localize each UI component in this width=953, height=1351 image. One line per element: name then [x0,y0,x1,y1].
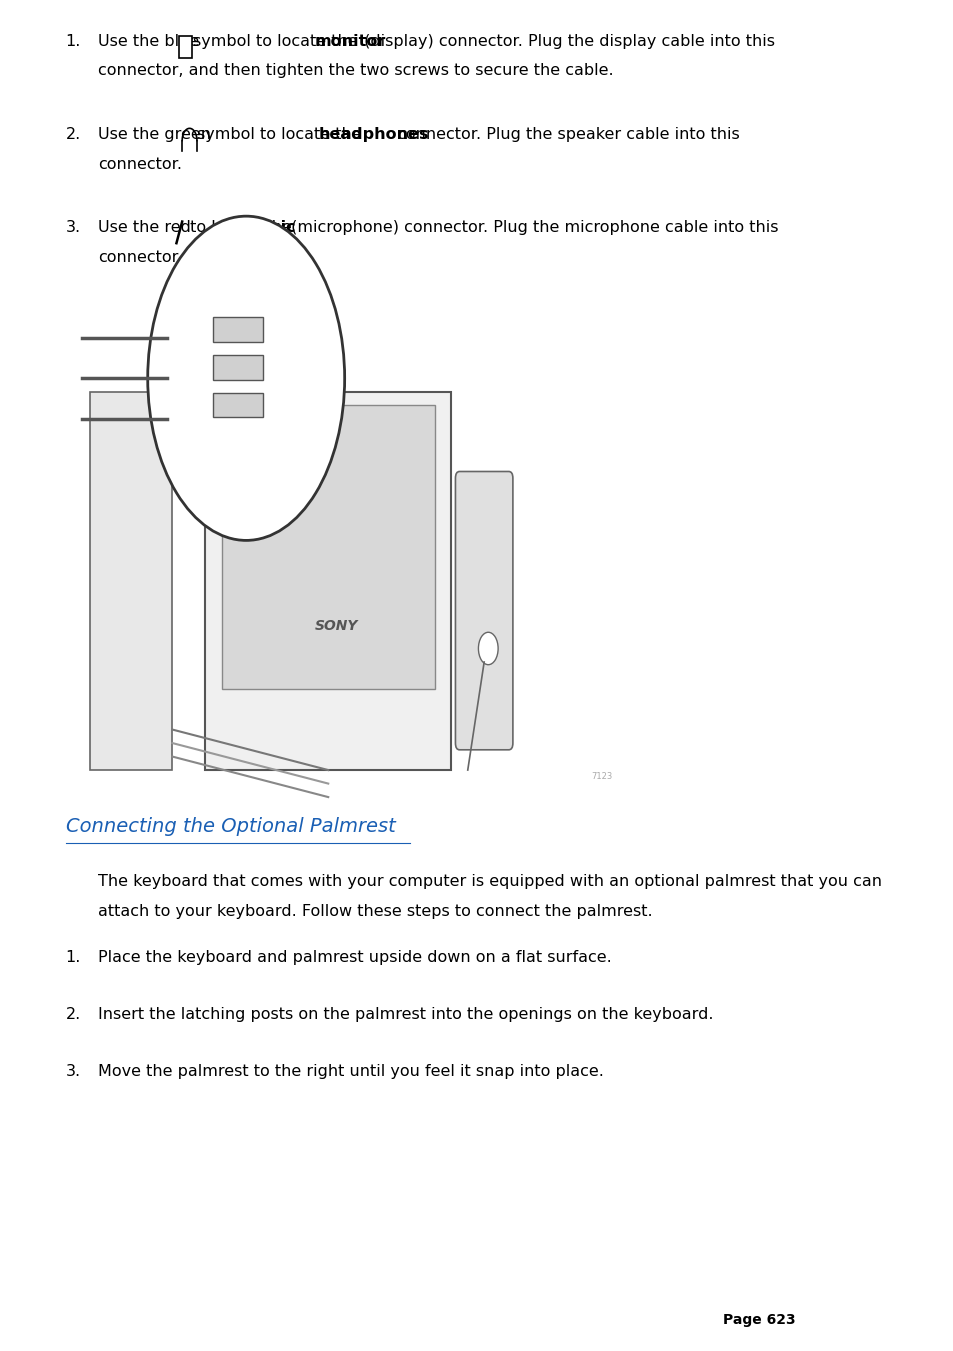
Text: SONY: SONY [314,619,357,634]
Text: mic: mic [265,220,296,235]
FancyBboxPatch shape [455,471,513,750]
Text: 2.: 2. [66,1008,81,1023]
Text: Use the red: Use the red [98,220,196,235]
Text: Connecting the Optional Palmrest: Connecting the Optional Palmrest [66,817,395,836]
Text: Move the palmrest to the right until you feel it snap into place.: Move the palmrest to the right until you… [98,1065,603,1079]
FancyBboxPatch shape [213,355,262,380]
Text: symbol to locate the: symbol to locate the [193,34,362,49]
Circle shape [477,632,497,665]
Text: Page 623: Page 623 [722,1313,795,1327]
Text: (microphone) connector. Plug the microphone cable into this: (microphone) connector. Plug the microph… [286,220,778,235]
Text: headphones: headphones [318,127,429,142]
Circle shape [148,216,344,540]
FancyBboxPatch shape [213,393,262,417]
FancyBboxPatch shape [213,317,262,342]
Text: The keyboard that comes with your computer is equipped with an optional palmrest: The keyboard that comes with your comput… [98,874,882,889]
Text: 7123: 7123 [590,771,612,781]
Text: 2.: 2. [66,127,81,142]
Text: connector, and then tighten the two screws to secure the cable.: connector, and then tighten the two scre… [98,63,614,78]
Text: Use the green: Use the green [98,127,216,142]
Text: attach to your keyboard. Follow these steps to connect the palmrest.: attach to your keyboard. Follow these st… [98,904,653,919]
Text: (display) connector. Plug the display cable into this: (display) connector. Plug the display ca… [359,34,775,49]
Text: to locate the: to locate the [185,220,297,235]
FancyBboxPatch shape [205,392,451,770]
Text: 3.: 3. [66,1065,81,1079]
Text: 1.: 1. [66,951,81,966]
Text: monitor: monitor [314,34,386,49]
Text: connector. Plug the speaker cable into this: connector. Plug the speaker cable into t… [392,127,740,142]
FancyBboxPatch shape [179,36,192,58]
Text: connector.: connector. [98,157,182,172]
Text: 1.: 1. [66,34,81,49]
Text: symbol to locate the: symbol to locate the [196,127,366,142]
Text: 3.: 3. [66,220,81,235]
Text: Place the keyboard and palmrest upside down on a flat surface.: Place the keyboard and palmrest upside d… [98,951,612,966]
Text: Use the blue: Use the blue [98,34,205,49]
FancyBboxPatch shape [221,405,435,689]
Text: connector.: connector. [98,250,182,265]
Text: Insert the latching posts on the palmrest into the openings on the keyboard.: Insert the latching posts on the palmres… [98,1008,713,1023]
FancyBboxPatch shape [91,392,172,770]
